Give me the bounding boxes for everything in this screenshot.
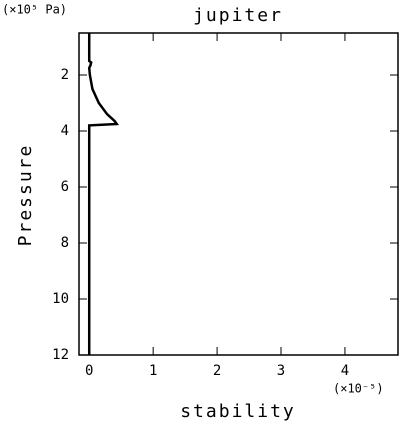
x-tick-label: 0	[85, 363, 93, 379]
x-tick-label: 3	[277, 363, 285, 379]
y-tick-label: 8	[61, 235, 69, 251]
plot-frame	[78, 32, 399, 356]
x-unit: (×10⁻⁵)	[333, 382, 384, 396]
x-tick-label: 4	[341, 363, 349, 379]
chart-title: jupiter	[193, 5, 283, 26]
x-axis-label: stability	[180, 401, 296, 422]
y-unit: (×10⁵ Pa)	[2, 3, 67, 17]
y-axis-label: Pressure	[15, 144, 36, 247]
y-tick-label: 4	[61, 123, 69, 139]
line	[87, 33, 120, 355]
x-tick-label: 2	[213, 363, 221, 379]
y-tick-label: 6	[61, 179, 69, 195]
x-tick-label: 1	[149, 363, 157, 379]
y-tick-label: 12	[52, 347, 69, 363]
y-tick-label: 10	[52, 291, 69, 307]
y-tick-label: 2	[61, 67, 69, 83]
